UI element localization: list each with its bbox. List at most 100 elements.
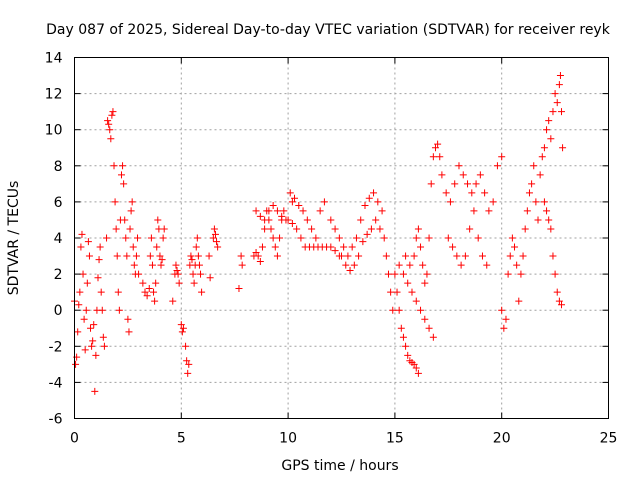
data-point (498, 153, 506, 161)
y-tick-label: -4 (49, 375, 63, 391)
data-point (327, 216, 335, 224)
data-point (367, 225, 375, 233)
data-point (504, 270, 512, 278)
data-point (72, 360, 80, 368)
data-point (534, 216, 542, 224)
x-tick-label: 5 (177, 431, 186, 447)
data-point (414, 225, 422, 233)
data-point (105, 120, 113, 128)
data-point (410, 252, 418, 260)
data-point (150, 288, 158, 296)
data-point (352, 234, 360, 242)
x-tick-label: 0 (70, 431, 79, 447)
data-point (412, 234, 420, 242)
data-point (177, 321, 185, 329)
data-point (414, 369, 422, 377)
y-tick-label: -6 (49, 412, 63, 428)
data-point (97, 288, 105, 296)
data-point (265, 207, 273, 215)
data-point (397, 324, 405, 332)
data-point (146, 252, 154, 260)
data-point (299, 207, 307, 215)
data-point (421, 279, 429, 287)
data-point (344, 252, 352, 260)
data-point (455, 162, 463, 170)
data-point (423, 270, 431, 278)
data-point (553, 288, 561, 296)
y-tick-label: 0 (54, 303, 63, 319)
data-point (406, 261, 414, 269)
data-point (536, 171, 544, 179)
y-axis-ticks: -6 -4 -2 0 2 4 6 8 10 12 14 (45, 51, 609, 428)
data-point (348, 243, 356, 251)
data-point (547, 135, 555, 143)
data-point (154, 216, 162, 224)
data-point (184, 369, 192, 377)
data-point (87, 324, 95, 332)
data-point (303, 216, 311, 224)
data-point (92, 351, 100, 359)
data-point (295, 202, 303, 210)
data-point (483, 261, 491, 269)
data-point (476, 171, 484, 179)
data-point (361, 202, 369, 210)
data-point (402, 342, 410, 350)
data-point (393, 288, 401, 296)
data-point (172, 261, 180, 269)
x-tick-label: 20 (493, 431, 511, 447)
data-point (357, 216, 365, 224)
data-point (327, 243, 335, 251)
data-point (429, 333, 437, 341)
data-point (129, 243, 137, 251)
data-point (160, 225, 168, 233)
data-point (380, 234, 388, 242)
data-point (276, 234, 284, 242)
data-point (387, 288, 395, 296)
data-point (134, 234, 142, 242)
data-point (540, 198, 548, 206)
data-point (124, 315, 132, 323)
data-point (88, 342, 96, 350)
data-point (153, 243, 161, 251)
data-point (442, 189, 450, 197)
data-point (538, 153, 546, 161)
data-point (519, 252, 527, 260)
data-point (525, 189, 533, 197)
data-point (117, 171, 125, 179)
data-point (110, 162, 118, 170)
data-point (89, 337, 97, 345)
data-point (528, 180, 536, 188)
data-point (106, 126, 114, 134)
data-point (464, 180, 472, 188)
data-point (173, 266, 181, 274)
data-point (451, 180, 459, 188)
data-point (197, 270, 205, 278)
data-point (431, 144, 439, 152)
data-point (342, 261, 350, 269)
data-point (195, 261, 203, 269)
y-tick-label: 6 (54, 195, 63, 211)
data-point (547, 225, 555, 233)
data-point (288, 220, 296, 228)
data-point (555, 297, 563, 305)
data-point (559, 144, 567, 152)
data-point (100, 342, 108, 350)
data-point (425, 324, 433, 332)
data-point (540, 144, 548, 152)
data-point (508, 234, 516, 242)
data-point (472, 180, 480, 188)
data-point (493, 162, 501, 170)
data-point (459, 171, 467, 179)
data-point (98, 306, 106, 314)
data-point (122, 234, 130, 242)
data-point (174, 270, 182, 278)
data-point (258, 243, 266, 251)
data-point (370, 189, 378, 197)
data-point (252, 207, 260, 215)
data-point (198, 288, 206, 296)
data-point (291, 194, 299, 202)
data-point (114, 288, 122, 296)
data-point (205, 252, 213, 260)
data-point (193, 234, 201, 242)
data-point (395, 306, 403, 314)
